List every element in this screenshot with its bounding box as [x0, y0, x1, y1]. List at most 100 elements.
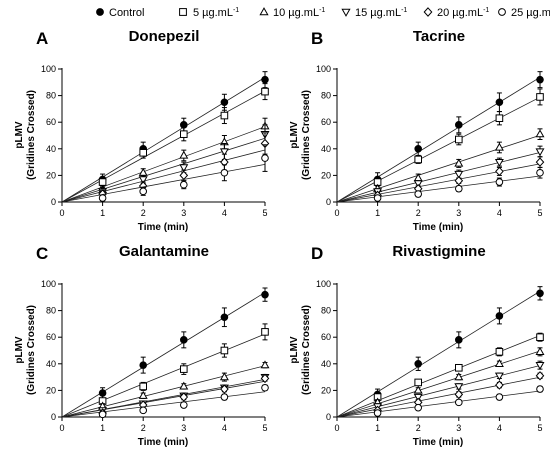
series-1-point: [261, 290, 269, 299]
series-4-point: [219, 148, 229, 157]
series-2-point: [220, 346, 229, 355]
y-tick-label: 0: [326, 412, 331, 422]
series-2-point: [495, 114, 504, 123]
series-3-trend-line: [61, 365, 266, 418]
legend-label-6: 25 µg.mL-1: [511, 7, 550, 19]
panel-d: D Rivastigmine 0 1 2 3 4 5 0 20 40 60 80 100 Time (min…: [289, 243, 545, 448]
x-tick-label: 2: [141, 208, 146, 218]
y-axis-label-units: (Gridines Crossed): [301, 305, 312, 395]
series-6-point: [373, 194, 382, 202]
series-1-trend-line: [336, 77, 541, 203]
series-3-trend-line: [336, 350, 541, 418]
y-tick-label: 100: [41, 64, 56, 74]
series-6-trend-line: [61, 164, 266, 203]
series-1-point: [139, 361, 147, 369]
y-tick-label: 40: [46, 144, 56, 154]
series-6-point: [180, 180, 188, 189]
series-3-trend-line: [336, 134, 541, 203]
series-6-point: [455, 184, 463, 193]
panel-letter: B: [311, 29, 323, 48]
series-5-point: [179, 392, 189, 402]
x-tick-label: 0: [59, 423, 64, 433]
series-5-point: [454, 389, 464, 400]
series-2-point: [98, 178, 107, 186]
series-1-point: [220, 98, 229, 107]
x-tick-label: 5: [262, 208, 267, 218]
legend-marker-2: [179, 8, 187, 16]
y-tick-label: 20: [321, 170, 331, 180]
series-2-trend-line: [61, 333, 266, 418]
y-tick-label: 60: [46, 332, 56, 342]
y-axis-label: pLMV: [14, 336, 25, 364]
y-tick-label: 60: [321, 117, 331, 127]
y-axis-label-units: (Gridines Crossed): [26, 305, 37, 395]
x-tick-label: 0: [334, 423, 339, 433]
x-tick-label: 3: [456, 208, 461, 218]
legend-marker-6: [498, 8, 506, 16]
series-2-point: [536, 93, 544, 101]
y-tick-label: 40: [46, 359, 56, 369]
series-6-point: [261, 154, 269, 162]
series-3-point: [179, 150, 189, 159]
series-4-point: [138, 176, 148, 185]
legend: Control 5 µg.mL-1 10 µg.mL-1 15 µg.mL-1 20 µ…: [96, 7, 550, 19]
series-5-point: [535, 157, 545, 167]
series-4-point: [179, 164, 189, 173]
series-6-point: [414, 190, 422, 198]
y-tick-label: 80: [46, 306, 56, 316]
series-4-point: [413, 393, 423, 402]
x-tick-label: 1: [375, 423, 380, 433]
series-5-trend-line: [61, 149, 266, 203]
series-3-trend-line: [61, 126, 266, 203]
y-tick-label: 0: [326, 197, 331, 207]
series-5-trend-line: [336, 163, 541, 203]
y-tick-label: 20: [321, 385, 331, 395]
series-1-trend-line: [61, 292, 266, 418]
x-tick-label: 4: [222, 208, 227, 218]
series-6-point: [495, 178, 504, 186]
series-2-point: [139, 382, 147, 391]
legend-label-5: 20 µg.mL-1: [437, 7, 489, 19]
x-tick-label: 1: [375, 208, 380, 218]
series-2-point: [261, 328, 269, 336]
panel-title: Galantamine: [119, 243, 209, 260]
series-1-trend-line: [336, 290, 541, 418]
series-2-point: [414, 155, 422, 164]
series-4-trend-line: [61, 137, 266, 203]
panel-c: C Galantamine 0 1 2 3 4 5 0 20 40 60 80 100 Time (min)…: [14, 243, 270, 448]
series-4-point: [494, 158, 504, 167]
x-tick-label: 5: [537, 208, 542, 218]
series-2-trend-line: [336, 335, 541, 418]
x-axis-label: Time (min): [138, 222, 188, 233]
series-4-point: [535, 148, 545, 157]
panel-letter: C: [36, 244, 48, 263]
series-6-point: [98, 410, 107, 419]
series-2-point: [139, 148, 147, 157]
series-6-trend-line: [336, 175, 541, 203]
series-6-point: [495, 393, 504, 401]
series-2-point: [180, 130, 188, 138]
x-tick-label: 1: [100, 423, 105, 433]
series-5-point: [535, 371, 545, 381]
series-2-point: [414, 378, 422, 387]
series-6-point: [139, 406, 147, 415]
series-2-point: [455, 135, 463, 144]
series-2-point: [180, 365, 188, 373]
series-6-point: [536, 385, 544, 393]
x-tick-label: 4: [497, 423, 502, 433]
panel-title: Tacrine: [413, 28, 465, 45]
x-tick-label: 0: [334, 208, 339, 218]
series-1-point: [261, 75, 269, 84]
x-tick-label: 4: [222, 423, 227, 433]
x-tick-label: 2: [141, 423, 146, 433]
legend-label-1: Control: [109, 7, 144, 19]
panel-title: Rivastigmine: [392, 243, 485, 260]
series-1-trend-line: [61, 77, 266, 203]
series-4-point: [454, 170, 464, 179]
series-6-point: [180, 401, 188, 409]
series-1-point: [414, 145, 422, 153]
series-1-point: [180, 336, 188, 344]
x-tick-label: 2: [416, 423, 421, 433]
y-axis-label: pLMV: [289, 336, 300, 364]
series-6-point: [220, 393, 229, 401]
